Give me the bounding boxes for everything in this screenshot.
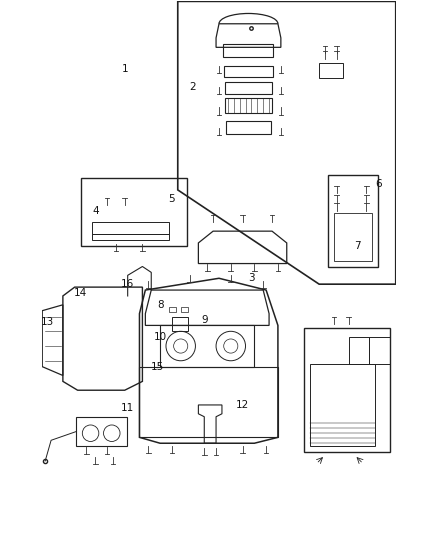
Text: 15: 15 (151, 362, 164, 372)
Text: 4: 4 (92, 206, 99, 215)
Bar (172, 317, 188, 332)
Bar (76, 417, 127, 446)
Bar (81, 178, 187, 246)
Text: 1: 1 (121, 64, 128, 74)
Bar (304, 328, 390, 452)
Bar (334, 214, 372, 261)
Bar (181, 306, 188, 312)
Bar (92, 222, 169, 234)
Text: 7: 7 (354, 241, 361, 251)
Text: 14: 14 (74, 288, 87, 298)
Text: 6: 6 (375, 179, 381, 189)
Text: 12: 12 (236, 400, 249, 410)
Text: 16: 16 (121, 279, 134, 289)
Text: 2: 2 (189, 82, 196, 92)
Text: 5: 5 (169, 194, 175, 204)
Bar (169, 306, 176, 312)
Bar (328, 175, 378, 266)
Text: 11: 11 (121, 403, 134, 413)
Text: 10: 10 (154, 332, 166, 342)
Bar (310, 364, 375, 446)
Text: 3: 3 (248, 273, 255, 283)
Bar (160, 326, 254, 367)
Text: 13: 13 (40, 318, 53, 327)
Text: 9: 9 (201, 314, 208, 325)
Bar (319, 63, 343, 78)
Text: 8: 8 (157, 300, 163, 310)
